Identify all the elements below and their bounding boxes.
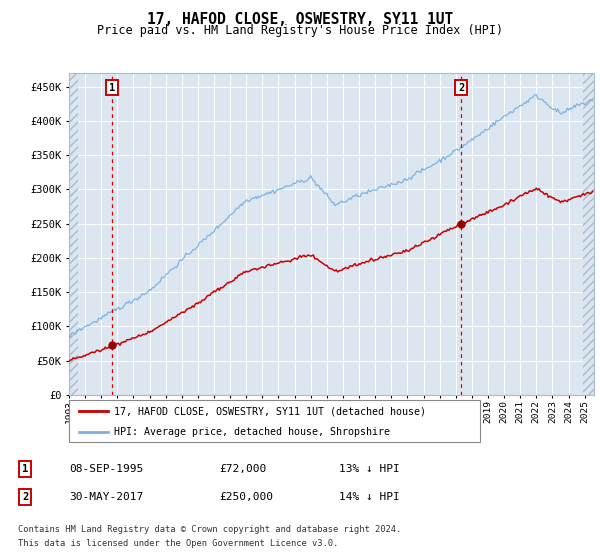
Text: 1: 1 [109, 83, 115, 93]
FancyBboxPatch shape [69, 400, 480, 442]
Bar [583, 73, 594, 395]
Text: 14% ↓ HPI: 14% ↓ HPI [339, 492, 400, 502]
Bar [69, 73, 79, 395]
Text: This data is licensed under the Open Government Licence v3.0.: This data is licensed under the Open Gov… [18, 539, 338, 548]
Text: £72,000: £72,000 [219, 464, 266, 474]
Text: 13% ↓ HPI: 13% ↓ HPI [339, 464, 400, 474]
Text: 1: 1 [22, 464, 28, 474]
Text: Price paid vs. HM Land Registry's House Price Index (HPI): Price paid vs. HM Land Registry's House … [97, 24, 503, 37]
Text: 17, HAFOD CLOSE, OSWESTRY, SY11 1UT: 17, HAFOD CLOSE, OSWESTRY, SY11 1UT [147, 12, 453, 27]
Text: Contains HM Land Registry data © Crown copyright and database right 2024.: Contains HM Land Registry data © Crown c… [18, 525, 401, 534]
Text: HPI: Average price, detached house, Shropshire: HPI: Average price, detached house, Shro… [114, 427, 390, 437]
Text: 30-MAY-2017: 30-MAY-2017 [69, 492, 143, 502]
Text: 17, HAFOD CLOSE, OSWESTRY, SY11 1UT (detached house): 17, HAFOD CLOSE, OSWESTRY, SY11 1UT (det… [114, 407, 426, 416]
Text: 2: 2 [458, 83, 464, 93]
Text: 08-SEP-1995: 08-SEP-1995 [69, 464, 143, 474]
Text: 2: 2 [22, 492, 28, 502]
Text: £250,000: £250,000 [219, 492, 273, 502]
